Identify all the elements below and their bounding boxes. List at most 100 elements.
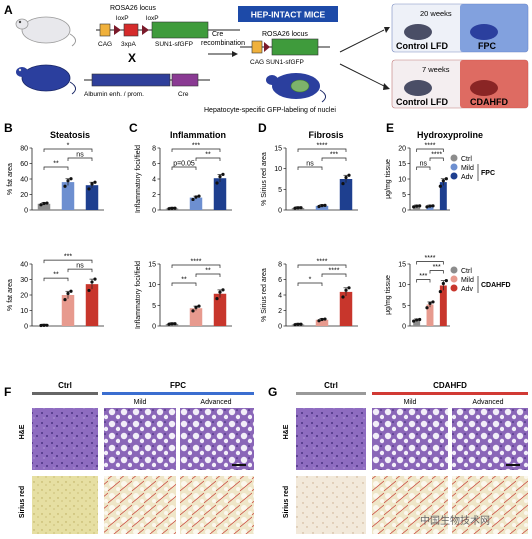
data-point [428,301,432,306]
significance-label: **** [191,259,202,266]
top-diet-label: FPC [478,41,497,51]
g-sr-ctrl-image [296,476,366,534]
f-model-bar [102,392,254,395]
y-tick-label: 10 [398,282,406,289]
y-tick-label: 6 [152,161,156,168]
white-mouse-icon [15,16,76,47]
y-axis-label: μg/mg tissue [385,159,392,199]
panel-label-a: A [4,3,13,17]
data-point [39,203,43,207]
f-model-label: FPC [170,381,186,390]
chart-title-e: Hydroxyproline [417,130,483,140]
data-point [415,204,419,208]
schematic-caption: Hepatocyte-specific GFP-labeling of nucl… [204,107,336,114]
data-point [39,323,43,328]
data-point [173,322,177,326]
data-point [415,318,419,322]
data-point [344,175,348,180]
y-tick-label: 20 [20,192,28,199]
data-point [93,180,97,184]
legend-adv-dot [450,172,458,180]
y-tick-label: 4 [152,177,156,184]
significance-bracket [171,166,197,170]
scale-bar-g [506,464,520,466]
data-point [90,280,94,284]
f-mild-label: Mild [134,399,147,406]
data-point [418,204,422,208]
legend-cdahfd: Ctrl Mild Adv CDAHFD [450,266,511,293]
data-point [197,194,201,198]
legend-mild-dot [450,163,458,171]
y-tick-label: 8 [152,146,156,153]
ctrl-mouse-icon-2 [404,80,432,96]
arrow-up-icon [384,27,390,33]
significance-bracket [43,148,93,152]
arrow-down-icon [383,83,390,90]
data-point [191,197,195,202]
data-point [412,319,416,323]
cross-symbol: X [128,51,136,65]
significance-label: ** [181,277,187,284]
significance-label: **** [425,255,436,262]
y-tick-label: 5 [402,303,406,310]
data-point [66,179,70,183]
data-point [438,289,442,294]
data-point [42,201,46,206]
data-point [428,204,432,208]
data-point [347,286,351,290]
data-point [293,206,297,210]
data-point [191,309,195,313]
data-point [90,182,94,186]
loxp-triangle-1 [114,25,121,35]
data-point [299,322,303,326]
bar-mild [315,319,329,326]
bar-adv [339,179,353,210]
significance-bracket [171,282,197,286]
y-tick-label: 15 [398,262,406,269]
g-he-ctrl-image [296,408,366,470]
y-tick-label: 60 [20,161,28,168]
significance-bracket [297,166,323,170]
significance-label: **** [317,143,328,150]
significance-bracket [416,166,431,170]
y-tick-label: 8 [278,262,282,269]
data-point [87,187,91,191]
y-axis-label: % Sirius red area [261,152,268,206]
y-axis-label: % fat area [7,279,14,311]
panel-label-d: D [258,121,267,135]
bar-adv [339,291,353,326]
y-tick-label: 20 [20,293,28,300]
data-point [221,288,225,292]
data-point [444,279,448,283]
significance-label: **** [425,143,436,150]
y-tick-label: 0 [24,208,28,215]
significance-bracket [43,277,69,282]
legend-cd-model: CDAHFD [481,282,511,289]
y-tick-label: 30 [20,277,28,284]
bar-mild [189,308,203,326]
bar-adv [439,285,447,326]
y-tick-label: 40 [20,177,28,184]
significance-label: **** [317,259,328,266]
f-ctrl-label: Ctrl [58,381,72,390]
data-point [215,296,219,301]
y-tick-label: 5 [402,192,406,199]
sun1-sfgfp-box [151,21,209,39]
data-point [320,317,324,322]
significance-bracket [297,148,347,152]
significance-bracket [416,279,431,283]
bar-ctrl [413,206,421,210]
panel-label-g: G [268,385,277,399]
g-ctrl-label: Ctrl [324,381,338,390]
y-tick-label: 2 [278,308,282,315]
significance-bracket [171,264,221,268]
data-point [45,323,49,327]
y-axis-label: % Sirius red area [261,268,268,322]
g-row-he: H&E [283,424,290,439]
data-point [63,298,67,302]
legend-fpc-mild: Mild [461,165,474,172]
bar-mild [426,206,434,210]
